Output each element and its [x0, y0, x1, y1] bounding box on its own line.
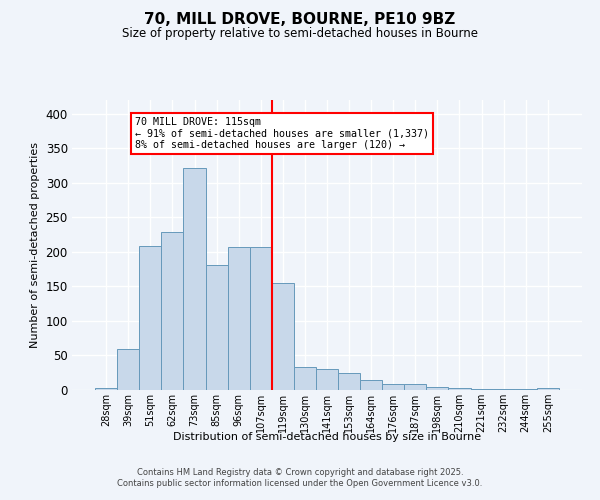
- Text: Contains HM Land Registry data © Crown copyright and database right 2025.
Contai: Contains HM Land Registry data © Crown c…: [118, 468, 482, 487]
- Text: Distribution of semi-detached houses by size in Bourne: Distribution of semi-detached houses by …: [173, 432, 481, 442]
- Bar: [117, 348, 139, 390]
- Bar: [382, 384, 404, 390]
- Bar: [227, 247, 250, 390]
- Y-axis label: Number of semi-detached properties: Number of semi-detached properties: [30, 142, 40, 348]
- Text: 70, MILL DROVE, BOURNE, PE10 9BZ: 70, MILL DROVE, BOURNE, PE10 9BZ: [145, 12, 455, 28]
- Bar: [316, 370, 338, 390]
- Text: 70 MILL DROVE: 115sqm
← 91% of semi-detached houses are smaller (1,337)
8% of se: 70 MILL DROVE: 115sqm ← 91% of semi-deta…: [135, 118, 429, 150]
- Bar: [161, 232, 184, 390]
- Text: Size of property relative to semi-detached houses in Bourne: Size of property relative to semi-detach…: [122, 28, 478, 40]
- Bar: [184, 168, 206, 390]
- Bar: [139, 246, 161, 390]
- Bar: [250, 247, 272, 390]
- Bar: [95, 388, 117, 390]
- Bar: [427, 386, 448, 390]
- Bar: [404, 384, 427, 390]
- Bar: [272, 283, 294, 390]
- Bar: [448, 388, 470, 390]
- Bar: [360, 380, 382, 390]
- Bar: [537, 388, 559, 390]
- Bar: [338, 372, 360, 390]
- Bar: [294, 366, 316, 390]
- Bar: [206, 265, 227, 390]
